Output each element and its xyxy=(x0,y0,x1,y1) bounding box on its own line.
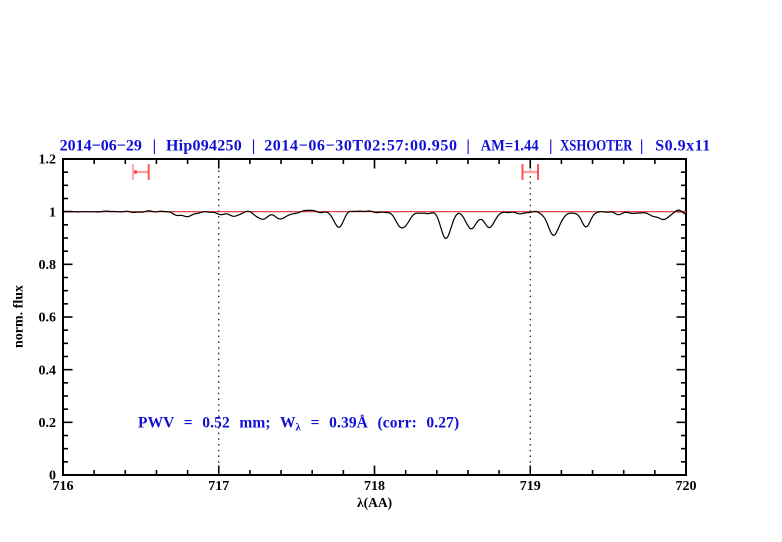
svg-text:0.6: 0.6 xyxy=(39,311,57,326)
svg-text:norm. flux: norm. flux xyxy=(12,285,27,348)
svg-text:0: 0 xyxy=(49,469,56,484)
svg-text:1: 1 xyxy=(49,205,56,220)
svg-text:AM=1.44: AM=1.44 xyxy=(481,137,539,155)
svg-text:719: 719 xyxy=(520,479,541,494)
svg-text:2014−06−29|Hip094250|2014−06−3: 2014−06−29 | Hip094250 | 2014−06−30T02:57:00… xyxy=(60,138,711,155)
svg-text:0.4: 0.4 xyxy=(39,363,57,378)
svg-text:1.2: 1.2 xyxy=(39,153,57,168)
svg-text:0.8: 0.8 xyxy=(39,258,57,273)
svg-text:717: 717 xyxy=(208,479,229,494)
svg-text:718: 718 xyxy=(364,479,385,494)
svg-text:PWV = 0.52 mm; Wλ = 0.39Å (cor: PWV = 0.52 mm; Wλ = 0.39Å (corr: 0.27) xyxy=(138,415,459,434)
svg-text:716: 716 xyxy=(53,479,74,494)
svg-text:720: 720 xyxy=(676,479,697,494)
svg-text:λ(AA): λ(AA) xyxy=(357,495,392,510)
svg-text:XSHOOTER: XSHOOTER xyxy=(560,137,633,155)
svg-text:0.2: 0.2 xyxy=(39,416,57,431)
